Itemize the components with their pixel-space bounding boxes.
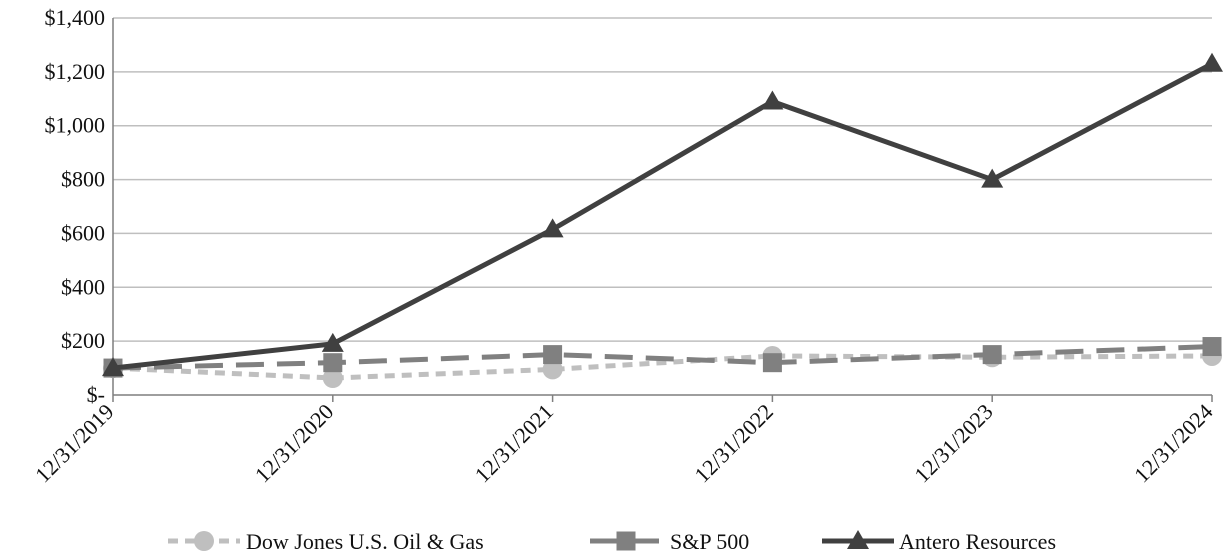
- axes: [112, 18, 1212, 396]
- y-tick-label: $200: [61, 328, 105, 353]
- series-triangle: [102, 52, 1223, 377]
- data-point: [1202, 337, 1222, 357]
- x-tick-label: 12/31/2024: [1129, 399, 1218, 488]
- y-tick-label: $-: [87, 382, 105, 407]
- x-tick-label: 12/31/2022: [689, 399, 778, 488]
- gridlines: [113, 17, 1212, 342]
- x-tick-label: 12/31/2020: [250, 399, 339, 488]
- series-line: [112, 353, 1213, 381]
- y-tick-label: $600: [61, 220, 105, 245]
- legend-item: S&P 500: [590, 529, 749, 554]
- x-axis-ticks: 12/31/2019 12/31/2020 12/31/2021 12/31/2022…: [30, 395, 1218, 487]
- data-point: [102, 357, 124, 377]
- data-point: [542, 359, 563, 380]
- data-point: [762, 353, 782, 373]
- legend-label: Dow Jones U.S. Oil & Gas: [246, 529, 484, 554]
- series-line: [112, 61, 1214, 371]
- data-point: [1201, 52, 1223, 72]
- legend-item: Dow Jones U.S. Oil & Gas: [168, 529, 484, 554]
- y-axis-ticks: $- $200 $400 $600 $800 $1,000 $1,200 $1,400: [45, 5, 106, 407]
- y-tick-label: $800: [61, 167, 105, 192]
- legend-item: Antero Resources: [822, 529, 1056, 554]
- data-point: [541, 218, 564, 238]
- y-tick-label: $400: [61, 274, 105, 299]
- x-tick-label: 12/31/2023: [909, 399, 998, 488]
- y-tick-label: $1,000: [45, 113, 106, 138]
- series-line: [112, 344, 1213, 371]
- x-tick-label: 12/31/2019: [30, 399, 119, 488]
- data-point: [543, 345, 563, 365]
- data-point: [981, 168, 1004, 188]
- data-point: [761, 90, 784, 110]
- x-tick-label: 12/31/2021: [470, 399, 559, 488]
- data-point: [321, 332, 344, 352]
- series-layer: [102, 52, 1223, 389]
- legend-marker: [847, 530, 869, 549]
- legend-label: S&P 500: [670, 529, 749, 554]
- y-tick-label: $1,200: [45, 59, 106, 84]
- y-tick-label: $1,400: [45, 5, 106, 30]
- legend: Dow Jones U.S. Oil & Gas S&P 500 Antero Re…: [168, 529, 1056, 554]
- data-point: [323, 353, 343, 373]
- data-point: [322, 368, 343, 389]
- legend-marker: [194, 531, 214, 551]
- legend-marker: [616, 531, 636, 551]
- legend-label: Antero Resources: [899, 529, 1056, 554]
- data-point: [982, 345, 1002, 365]
